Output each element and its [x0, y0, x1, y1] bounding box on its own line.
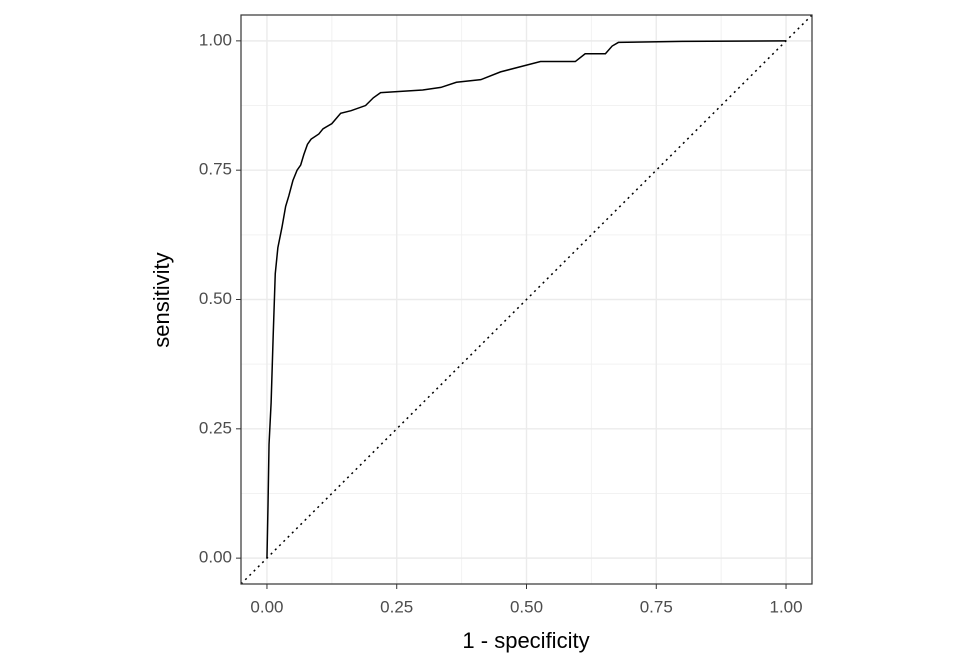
roc-curve — [266, 40, 787, 559]
x-tick-label: 0.00 — [250, 597, 283, 616]
y-axis-title: sensitivity — [149, 252, 174, 347]
x-tick-label: 1.00 — [769, 597, 802, 616]
y-tick-label: 1.00 — [199, 30, 232, 49]
y-tick-label: 0.25 — [199, 418, 232, 437]
y-tick-label: 0.00 — [199, 548, 232, 567]
y-tick-label: 0.75 — [199, 160, 232, 179]
reference-line — [240, 14, 813, 585]
x-tick-label: 0.50 — [510, 597, 543, 616]
x-tick-label: 0.25 — [380, 597, 413, 616]
x-axis-title: 1 - specificity — [462, 628, 589, 653]
y-tick-label: 0.50 — [199, 289, 232, 308]
x-tick-label: 0.75 — [640, 597, 673, 616]
panel-border — [240, 14, 813, 585]
